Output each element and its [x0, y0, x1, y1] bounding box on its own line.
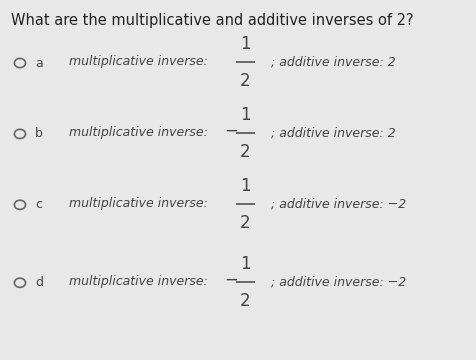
- Text: What are the multiplicative and additive inverses of 2?: What are the multiplicative and additive…: [11, 13, 414, 28]
- Text: ; additive inverse: −2: ; additive inverse: −2: [271, 275, 407, 288]
- Text: 1: 1: [240, 255, 251, 273]
- Text: multiplicative inverse:: multiplicative inverse:: [69, 197, 208, 210]
- Text: multiplicative inverse:: multiplicative inverse:: [69, 275, 208, 288]
- Text: 2: 2: [240, 143, 251, 161]
- Text: −: −: [225, 122, 238, 140]
- Text: 1: 1: [240, 35, 251, 53]
- Text: −: −: [225, 271, 238, 289]
- Text: multiplicative inverse:: multiplicative inverse:: [69, 55, 208, 68]
- Text: d: d: [35, 276, 43, 289]
- Text: 1: 1: [240, 177, 251, 195]
- Text: c: c: [35, 198, 42, 211]
- Text: a: a: [35, 57, 43, 69]
- Text: ; additive inverse: −2: ; additive inverse: −2: [271, 197, 407, 210]
- Text: 2: 2: [240, 72, 251, 90]
- Text: ; additive inverse: 2: ; additive inverse: 2: [271, 126, 396, 139]
- Text: ; additive inverse: 2: ; additive inverse: 2: [271, 55, 396, 68]
- Text: 2: 2: [240, 292, 251, 310]
- Text: 1: 1: [240, 106, 251, 124]
- Text: 2: 2: [240, 214, 251, 232]
- Text: b: b: [35, 127, 43, 140]
- Text: multiplicative inverse:: multiplicative inverse:: [69, 126, 208, 139]
